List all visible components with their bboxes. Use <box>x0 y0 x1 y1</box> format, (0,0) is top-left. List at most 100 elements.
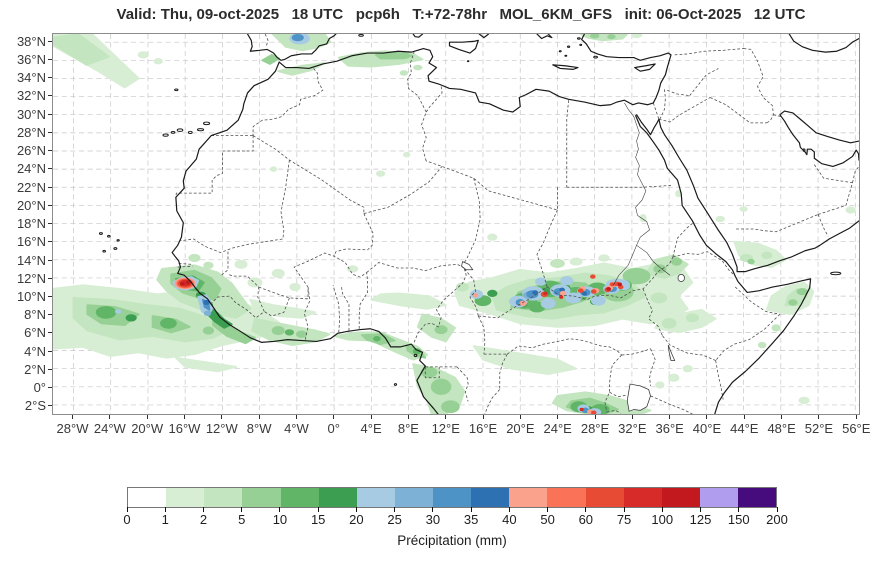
y-tick-label: 38°N <box>16 33 46 49</box>
colorbar-segment <box>128 488 167 507</box>
colorbar-segment <box>738 488 777 507</box>
colorbar-tick <box>432 507 434 512</box>
colorbar-tick-label: 60 <box>578 512 594 527</box>
colorbar-tick <box>279 507 281 512</box>
x-tick <box>594 415 596 419</box>
colorbar-tick <box>585 507 587 512</box>
y-tick <box>48 113 52 115</box>
colorbar-tick <box>317 507 319 512</box>
x-tick <box>258 415 260 419</box>
y-tick-label: 24°N <box>16 161 46 177</box>
colorbar-tick-label: 20 <box>349 512 364 527</box>
y-tick <box>48 368 52 370</box>
y-tick-label: 10°N <box>16 288 46 304</box>
colorbar-tick-label: 5 <box>238 512 246 527</box>
colorbar-tick-label: 1 <box>161 512 169 527</box>
colorbar-tick-label: 100 <box>651 512 674 527</box>
lake-victoria <box>626 383 651 412</box>
y-tick <box>48 95 52 97</box>
x-tick <box>706 415 708 419</box>
x-tick <box>109 415 111 419</box>
y-tick-label: 14°N <box>16 252 46 268</box>
colorbar-tick <box>661 507 663 512</box>
x-tick-label: 0° <box>327 421 340 436</box>
x-tick-label: 36°E <box>655 421 684 436</box>
colorbar-segment <box>242 488 281 507</box>
y-tick-label: 4°N <box>24 343 46 359</box>
x-tick <box>72 415 74 419</box>
y-tick-label: 0° <box>33 380 46 396</box>
colorbar-tick <box>394 507 396 512</box>
x-tick <box>146 415 148 419</box>
x-tick-label: 44°E <box>730 421 759 436</box>
x-tick <box>407 415 409 419</box>
nile-river <box>613 102 671 286</box>
y-tick-label: 2°N <box>24 361 46 377</box>
colorbar-tick-label: 35 <box>463 512 479 527</box>
y-tick-label: 32°N <box>16 88 46 104</box>
x-tick-label: 40°E <box>692 421 722 436</box>
colorbar-tick-label: 125 <box>689 512 712 527</box>
y-tick-label: 28°N <box>16 124 46 140</box>
colorbar-tick-label: 2 <box>199 512 208 527</box>
y-tick <box>48 150 52 152</box>
lake-tana <box>677 273 685 282</box>
x-tick <box>482 415 484 419</box>
y-tick <box>48 277 52 279</box>
y-tick <box>48 168 52 170</box>
colorbar-segment <box>585 488 624 507</box>
colorbar-tick <box>623 507 625 512</box>
x-tick-label: 32°E <box>618 421 647 436</box>
colorbar-tick-label: 75 <box>616 512 632 527</box>
colorbar <box>127 487 777 508</box>
colorbar-segment <box>318 488 357 507</box>
precip-level-5mm <box>86 34 808 414</box>
colorbar-segment <box>166 488 205 507</box>
x-tick-label: 48°E <box>767 421 796 436</box>
x-tick-label: 12°W <box>205 421 238 436</box>
y-tick-label: 26°N <box>16 143 46 159</box>
y-tick <box>48 40 52 42</box>
colorbar-tick <box>164 507 166 512</box>
y-tick <box>48 387 52 389</box>
x-tick <box>370 415 372 419</box>
colorbar-tick-label: 50 <box>540 512 555 527</box>
y-tick <box>48 241 52 243</box>
x-tick-label: 8°W <box>246 421 272 436</box>
x-tick-label: 20°E <box>506 421 535 436</box>
y-tick-label: 12°N <box>16 270 46 286</box>
precip-level-100mm <box>179 280 623 291</box>
x-tick <box>519 415 521 419</box>
x-tick-label: 16°W <box>168 421 201 436</box>
colorbar-segment <box>471 488 510 507</box>
y-tick-label: 2°S <box>24 398 46 414</box>
colorbar-tick-label: 40 <box>502 512 517 527</box>
x-tick-label: 24°E <box>543 421 572 436</box>
x-tick <box>445 415 447 419</box>
x-tick-label: 28°W <box>56 421 89 436</box>
colorbar-segment <box>661 488 700 507</box>
x-tick-label: 16°E <box>468 421 498 436</box>
colorbar-tick-label: 25 <box>387 512 402 527</box>
y-tick <box>48 186 52 188</box>
y-tick-label: 34°N <box>16 70 46 86</box>
y-tick <box>48 405 52 407</box>
y-tick-label: 18°N <box>16 216 46 232</box>
colorbar-tick <box>508 507 510 512</box>
x-tick <box>557 415 559 419</box>
x-tick <box>855 415 857 419</box>
x-tick <box>333 415 335 419</box>
colorbar-segment <box>356 488 395 507</box>
colorbar-label: Précipitation (mm) <box>397 533 507 548</box>
y-tick <box>48 204 52 206</box>
map-plot-area <box>52 33 860 415</box>
precip-level-35mm <box>203 287 588 305</box>
colorbar-segment <box>547 488 586 507</box>
x-tick-label: 4°E <box>360 421 382 436</box>
islands <box>98 34 842 386</box>
colorbar-segment <box>433 488 472 507</box>
x-tick-label: 56°E <box>842 421 871 436</box>
colorbar-tick <box>738 507 740 512</box>
y-tick <box>48 332 52 334</box>
x-tick <box>781 415 783 419</box>
